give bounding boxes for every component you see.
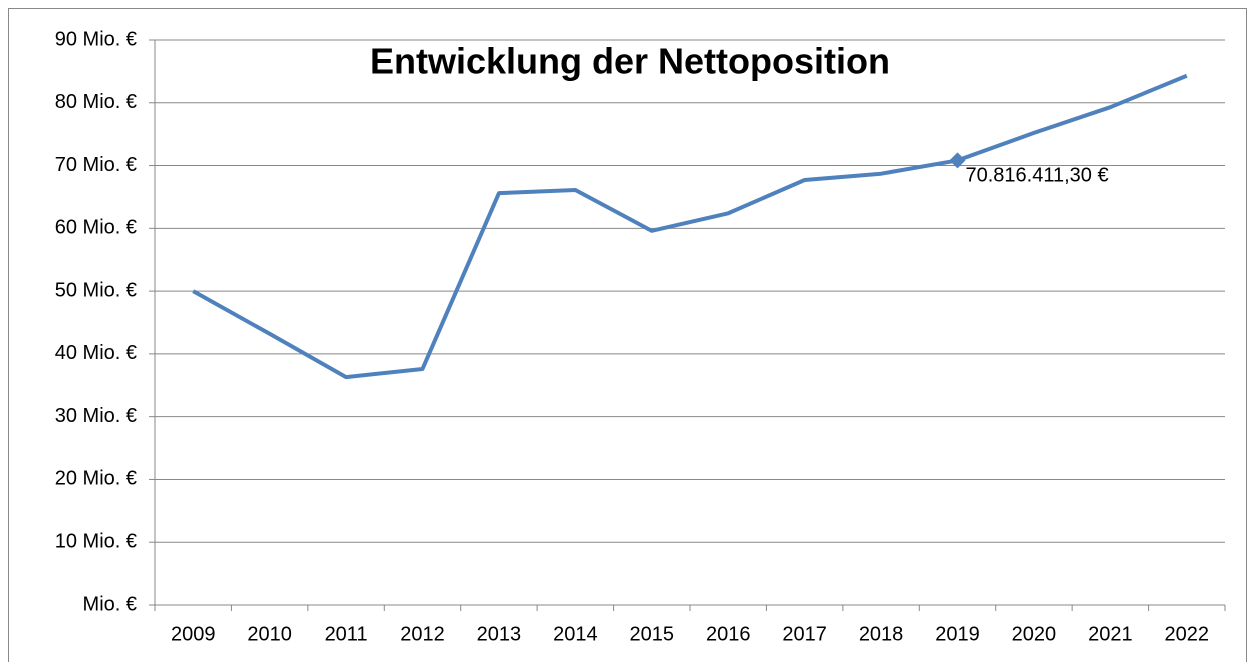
chart-frame [8, 8, 1247, 662]
x-tick-label: 2020 [1012, 623, 1057, 645]
y-tick-label: 30 Mio. € [55, 405, 137, 427]
line-series [192, 73, 1188, 380]
chart-title: Entwicklung der Nettoposition [370, 41, 890, 82]
x-tick-label: 2012 [400, 623, 445, 645]
x-tick-label: 2015 [630, 623, 675, 645]
x-tick-label: 2009 [171, 623, 216, 645]
x-tick-label: 2010 [247, 623, 292, 645]
y-tick-label: 10 Mio. € [55, 531, 137, 553]
data-marker [949, 152, 966, 169]
y-tick-label: 80 Mio. € [55, 91, 137, 113]
x-tick-label: 2022 [1165, 623, 1210, 645]
x-tick-label: 2017 [782, 623, 827, 645]
x-tick-label: 2011 [325, 623, 368, 645]
y-tick-label: 70 Mio. € [55, 154, 137, 176]
y-tick-label: 40 Mio. € [55, 342, 137, 364]
y-tick-label: Mio. € [83, 593, 137, 615]
x-tick-label: 2019 [935, 623, 980, 645]
data-label: 70.816.411,30 € [966, 165, 1109, 187]
x-tick-label: 2013 [477, 623, 522, 645]
x-tick-label: 2018 [859, 623, 904, 645]
x-tick-label: 2014 [553, 623, 598, 645]
y-tick-label: 50 Mio. € [55, 279, 137, 301]
y-tick-label: 90 Mio. € [55, 28, 137, 50]
x-tick-label: 2016 [706, 623, 751, 645]
y-tick-label: 60 Mio. € [55, 217, 137, 239]
y-tick-label: 20 Mio. € [55, 468, 137, 490]
x-tick-label: 2021 [1088, 623, 1133, 645]
